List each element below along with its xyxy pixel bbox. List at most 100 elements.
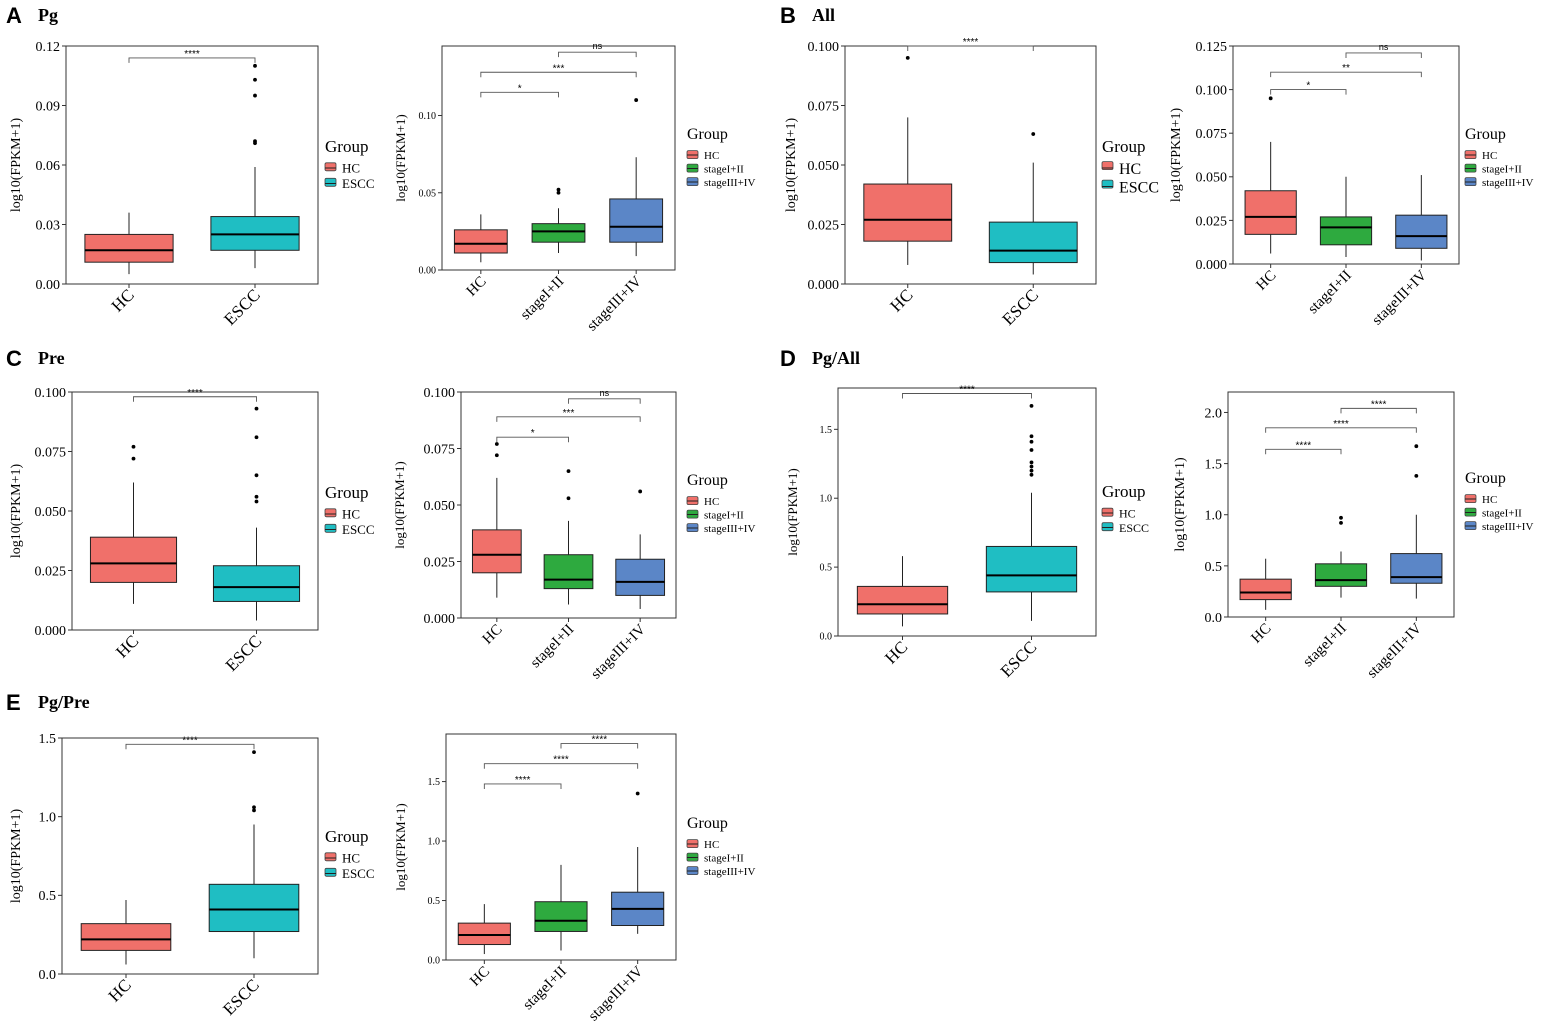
y-tick-label: 0.100 xyxy=(808,40,840,55)
box-hc xyxy=(84,212,174,275)
significance-bracket: **** xyxy=(902,385,1032,399)
box-body xyxy=(89,536,178,583)
significance-label: * xyxy=(518,83,522,94)
panel-header-b: B All xyxy=(780,3,835,28)
panel-title: Pre xyxy=(38,348,65,368)
legend-title: Group xyxy=(1465,126,1506,143)
outlier-point xyxy=(1268,96,1273,101)
panel-header-e: E Pg/Pre xyxy=(6,690,90,715)
boxplot-b-group: 0.000 0.025 0.050 0.075 0.100 log10(FPKM+1) HC… xyxy=(784,37,1159,329)
legend-swatch xyxy=(324,508,337,518)
significance-label: **** xyxy=(1296,440,1312,451)
legend-label: HC xyxy=(342,851,360,866)
bracket-line xyxy=(128,57,256,63)
box-hc xyxy=(80,900,172,965)
outlier-point xyxy=(1339,521,1343,525)
legend-key: HC xyxy=(1464,494,1497,506)
outlier-point xyxy=(494,442,499,446)
box-body xyxy=(615,558,666,596)
box-body xyxy=(609,198,664,243)
significance-bracket: **** xyxy=(483,755,639,769)
legend-key: stageIII+IV xyxy=(1464,177,1533,189)
y-tick-label: 0.025 xyxy=(35,564,67,579)
box-body xyxy=(985,545,1078,593)
outlier-point xyxy=(556,187,561,192)
outlier-point xyxy=(1029,439,1034,444)
legend-key: HC xyxy=(1101,161,1141,178)
significance-bracket: **** xyxy=(907,37,1034,51)
y-tick-label: 0.0 xyxy=(428,956,441,967)
box-stagei-ii xyxy=(543,469,594,605)
x-tick-label: HC xyxy=(881,637,911,667)
y-tick-label: 0.03 xyxy=(36,218,61,233)
x-tick-label: ESCC xyxy=(220,285,264,329)
outlier-point xyxy=(1031,132,1036,136)
x-tick-label: HC xyxy=(105,975,135,1005)
significance-bracket: ** xyxy=(1270,63,1422,78)
y-tick-label: 0.00 xyxy=(419,266,437,277)
y-tick-label: 0.0 xyxy=(39,968,57,983)
y-tick-label: 0.050 xyxy=(1196,171,1228,186)
bracket-line xyxy=(1345,52,1422,58)
significance-bracket: **** xyxy=(1265,419,1417,433)
box-hc xyxy=(1239,558,1292,610)
y-tick-label: 0.5 xyxy=(820,563,833,574)
panel-letter: D xyxy=(780,346,796,371)
x-tick-label: stageIII+IV xyxy=(586,963,647,1024)
legend-label: stageI+II xyxy=(1482,163,1522,175)
box-escc xyxy=(988,132,1078,275)
box-hc xyxy=(471,442,522,598)
bracket-line xyxy=(907,45,1034,51)
legend-key: stageI+II xyxy=(686,852,744,864)
box-body xyxy=(863,183,953,242)
legend-key: ESCC xyxy=(1101,179,1159,196)
outlier-point xyxy=(635,791,640,796)
outlier-point xyxy=(254,499,259,504)
outlier-point xyxy=(634,98,639,102)
legend-key: stageIII+IV xyxy=(686,523,755,535)
y-tick-label: 2.0 xyxy=(1205,406,1223,421)
box-body xyxy=(534,901,588,932)
y-tick-label: 1.0 xyxy=(1205,509,1223,524)
panel-title: Pg/All xyxy=(812,348,860,368)
y-tick-label: 0.00 xyxy=(36,278,61,293)
outlier-point xyxy=(1414,473,1419,478)
legend-swatch xyxy=(324,523,337,533)
legend-swatch xyxy=(1101,522,1114,532)
bracket-line xyxy=(480,71,637,78)
significance-label: * xyxy=(531,428,535,439)
y-tick-label: 1.0 xyxy=(820,494,833,505)
x-tick-label: ESCC xyxy=(999,285,1043,329)
significance-label: ** xyxy=(1342,63,1350,74)
y-tick-label: 0.0 xyxy=(820,632,833,643)
legend-label: ESCC xyxy=(1119,179,1159,196)
significance-bracket: * xyxy=(480,83,559,98)
y-tick-label: 0.075 xyxy=(424,442,456,457)
significance-bracket: **** xyxy=(125,735,255,750)
panel-title: All xyxy=(812,5,835,25)
y-tick-label: 0.050 xyxy=(808,159,840,174)
box-stagei-ii xyxy=(531,187,586,254)
box-escc xyxy=(212,406,301,621)
legend-swatch xyxy=(324,177,337,187)
significance-label: **** xyxy=(182,735,198,746)
legend-key: HC xyxy=(1101,506,1136,520)
panel-header-d: D Pg/All xyxy=(780,346,860,371)
legend-label: ESCC xyxy=(1119,521,1149,535)
legend-label: HC xyxy=(342,161,360,176)
x-tick-label: stageI+II xyxy=(518,274,568,324)
legend-label: HC xyxy=(1119,506,1136,520)
outlier-point xyxy=(1029,472,1034,477)
legend-label: stageI+II xyxy=(704,163,744,175)
significance-bracket: *** xyxy=(496,408,641,422)
panel-letter: A xyxy=(6,3,22,28)
y-tick-label: 0.025 xyxy=(424,555,456,570)
outlier-point xyxy=(1339,515,1343,520)
box-body xyxy=(543,554,594,590)
legend-key: ESCC xyxy=(324,176,375,191)
x-tick-label: HC xyxy=(108,285,138,315)
